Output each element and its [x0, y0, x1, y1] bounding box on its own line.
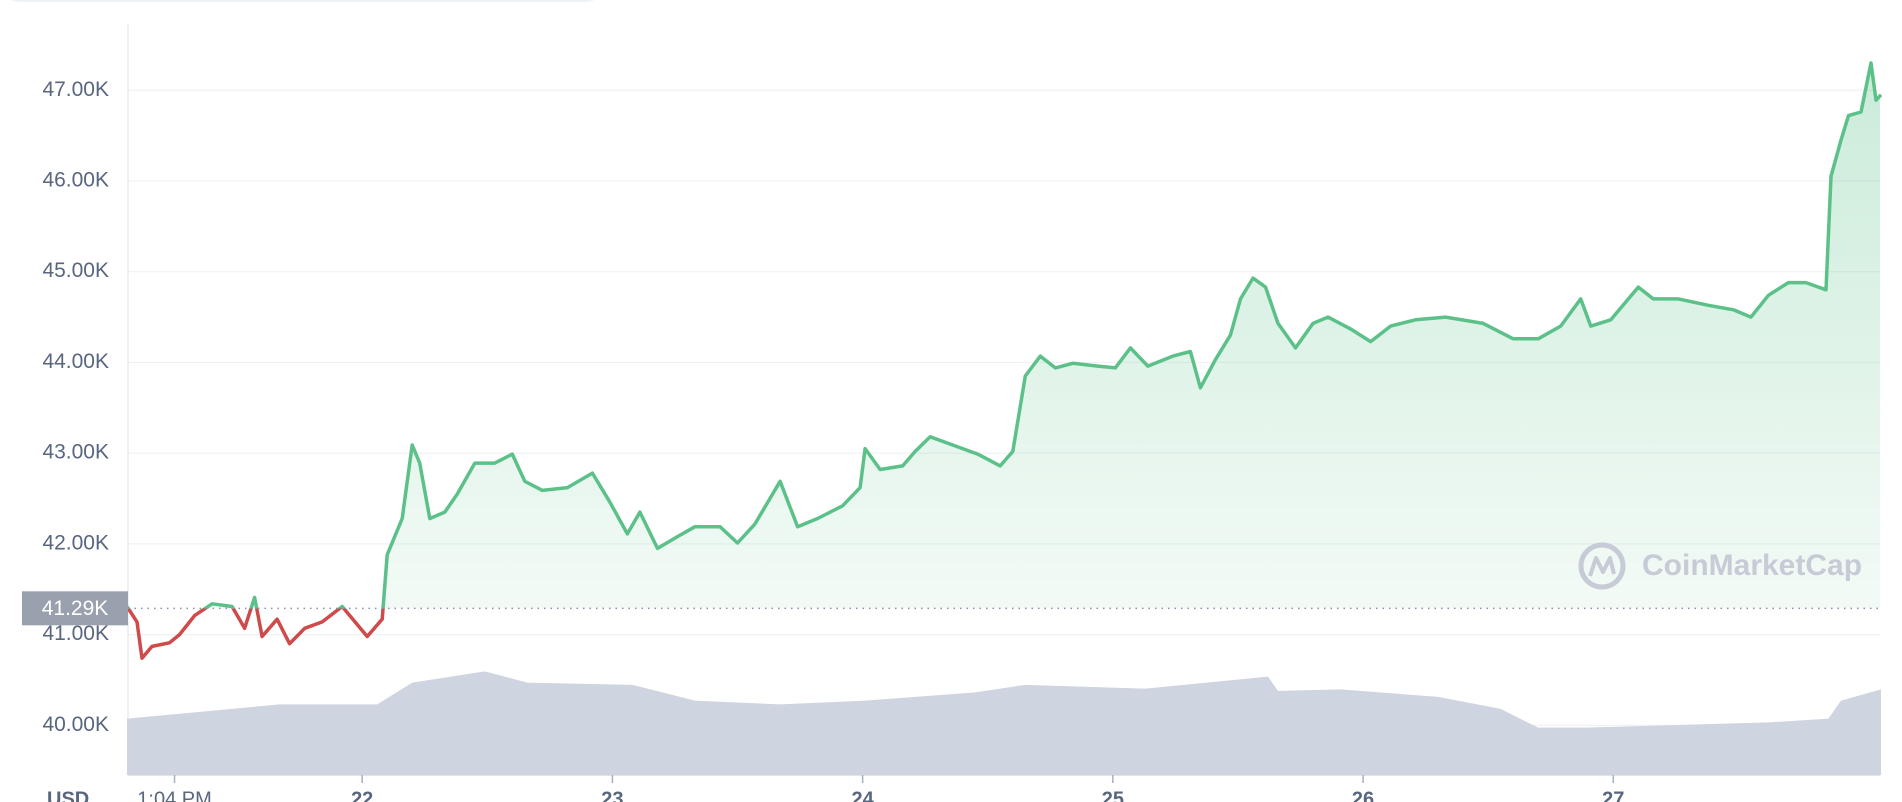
y-tick-label: 46.00K: [42, 169, 109, 192]
price-area: [128, 63, 1880, 609]
y-tick-label: 43.00K: [42, 441, 109, 464]
reference-label: 41.29K: [42, 597, 109, 620]
price-line: [125, 61, 1883, 660]
y-tick-label: 44.00K: [42, 350, 109, 373]
y-tick-label: 45.00K: [42, 259, 109, 282]
search-bar[interactable]: [0, 0, 606, 2]
y-tick-label: 42.00K: [42, 531, 109, 554]
y-tick-label: 40.00K: [42, 713, 109, 736]
x-tick-label: 23: [601, 788, 623, 802]
watermark-logo: [1578, 542, 1626, 590]
x-tick-label: 22: [351, 788, 373, 802]
y-tick-label: 47.00K: [42, 78, 109, 101]
currency-label: USD: [47, 788, 89, 802]
x-tick-label: 25: [1102, 788, 1124, 802]
watermark: CoinMarketCap: [1642, 549, 1862, 582]
x-tick-label: 27: [1602, 788, 1624, 802]
reference-badge: [22, 591, 128, 626]
x-tick-label: 24: [852, 788, 875, 802]
x-tick-label: 1:04 PM: [137, 788, 211, 802]
y-tick-label: 41.00K: [42, 622, 109, 645]
volume-area: [126, 671, 1882, 775]
watermark-logo: [1588, 556, 1616, 577]
x-tick-label: 26: [1352, 788, 1374, 802]
